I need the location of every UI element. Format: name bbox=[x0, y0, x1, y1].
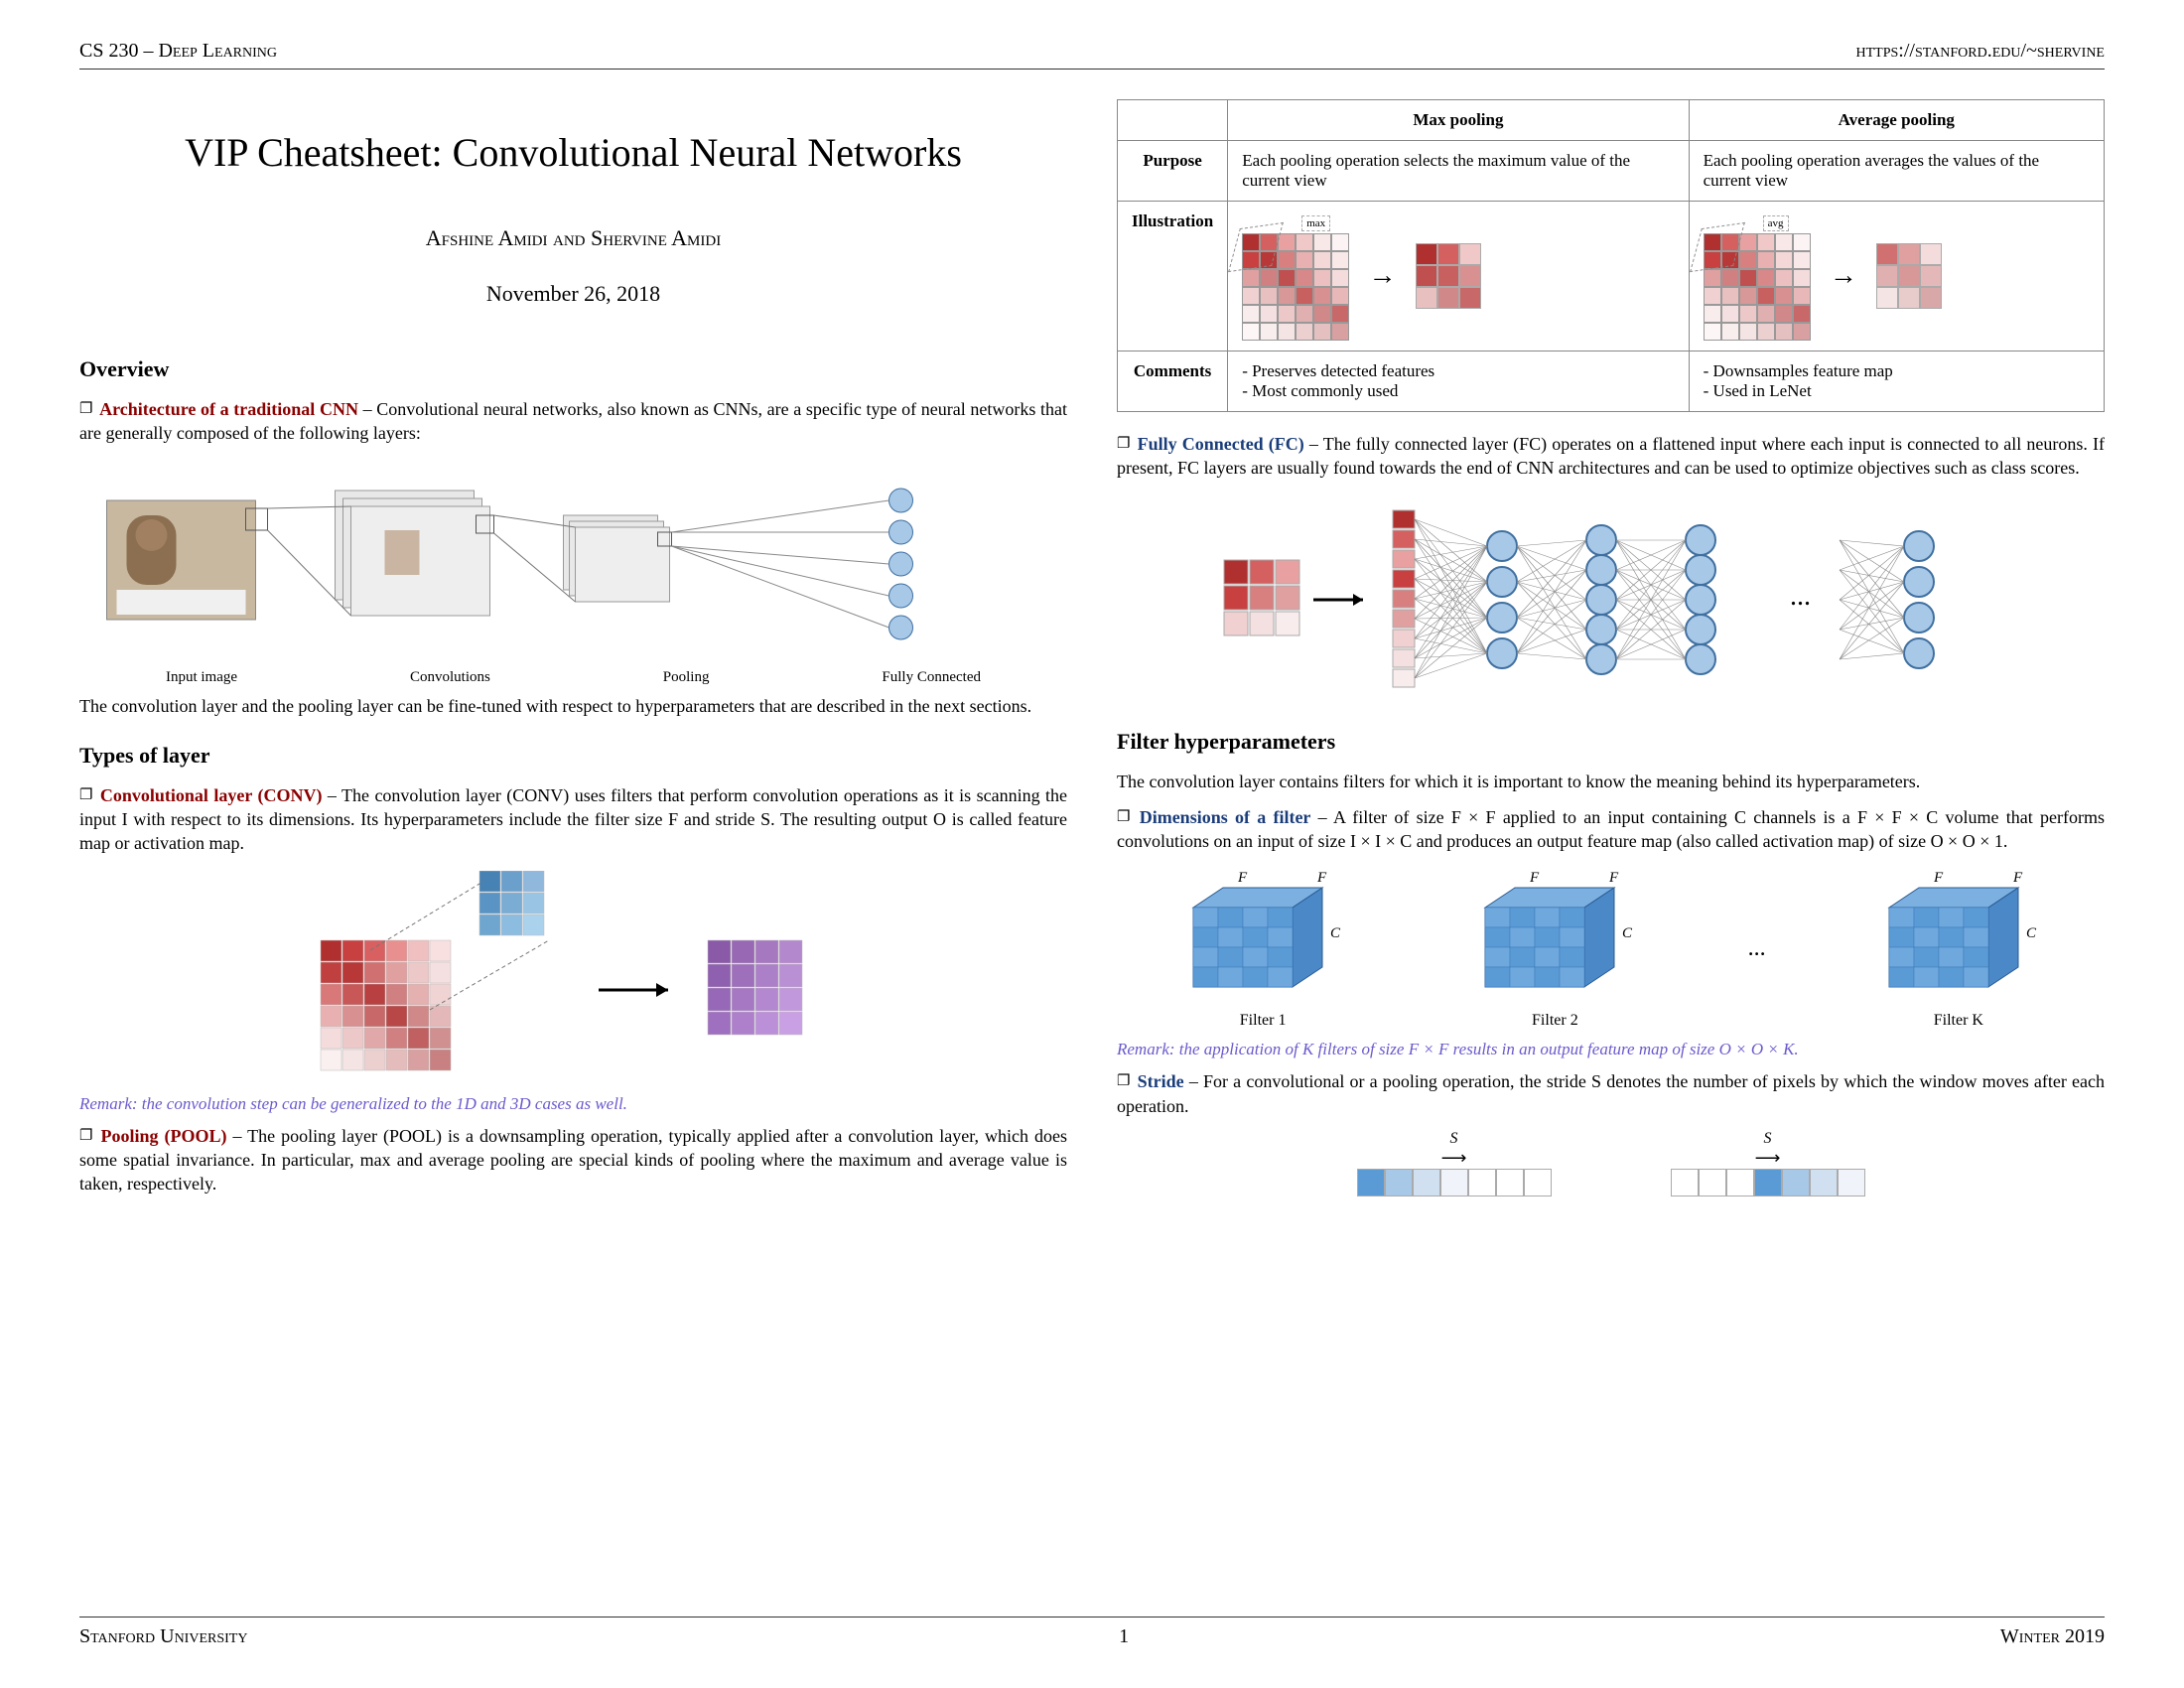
left-column: VIP Cheatsheet: Convolutional Neural Net… bbox=[79, 99, 1067, 1208]
pool-label: Pooling (POOL) bbox=[100, 1126, 226, 1146]
section-types: Types of layer bbox=[79, 743, 1067, 769]
svg-text:C: C bbox=[1622, 925, 1633, 941]
comment-line: - Downsamples feature map bbox=[1704, 361, 2090, 381]
bookmark-icon: ❐ bbox=[79, 401, 92, 417]
date: November 26, 2018 bbox=[79, 281, 1067, 307]
col-avg-pooling: Average pooling bbox=[1689, 100, 2104, 141]
dim-filter-label: Dimensions of a filter bbox=[1140, 807, 1311, 827]
conv-para: ❐ Convolutional layer (CONV) – The convo… bbox=[79, 783, 1067, 856]
illus-avg: avg → bbox=[1689, 202, 2104, 352]
main-content: VIP Cheatsheet: Convolutional Neural Net… bbox=[79, 99, 2105, 1208]
pool-text: – The pooling layer (POOL) is a downsamp… bbox=[79, 1126, 1067, 1195]
dots: ... bbox=[1748, 935, 1766, 962]
pooling-table: Max pooling Average pooling Purpose Each… bbox=[1117, 99, 2105, 412]
purpose-avg: Each pooling operation averages the valu… bbox=[1689, 141, 2104, 202]
filter-intro: The convolution layer contains filters f… bbox=[1117, 770, 2105, 793]
cnn-architecture-diagram: Input image Convolutions Pooling Fully C… bbox=[79, 461, 1067, 679]
svg-text:F: F bbox=[1608, 870, 1619, 886]
page-title: VIP Cheatsheet: Convolutional Neural Net… bbox=[79, 129, 1067, 176]
arch-after: The convolution layer and the pooling la… bbox=[79, 694, 1067, 718]
filter-cube-2: F F C Filter 2 bbox=[1455, 868, 1654, 1030]
stride-s-label: S bbox=[1357, 1130, 1552, 1148]
arch-para: ❐ Architecture of a traditional CNN – Co… bbox=[79, 397, 1067, 446]
header-left: CS 230 – Deep Learning bbox=[79, 40, 277, 63]
filter-cube-1: F F C Filter 1 bbox=[1163, 868, 1362, 1030]
bookmark-icon: ❐ bbox=[1117, 1073, 1130, 1089]
purpose-max: Each pooling operation selects the maxim… bbox=[1228, 141, 1689, 202]
comments-avg: - Downsamples feature map - Used in LeNe… bbox=[1689, 352, 2104, 412]
col-max-pooling: Max pooling bbox=[1228, 100, 1689, 141]
filter-label-k: Filter K bbox=[1859, 1012, 2058, 1030]
bookmark-icon: ❐ bbox=[1117, 809, 1130, 825]
label-convolutions: Convolutions bbox=[410, 669, 490, 686]
row-illustration: Illustration bbox=[1118, 202, 1228, 352]
stride-strip-1 bbox=[1357, 1169, 1552, 1196]
svg-text:F: F bbox=[1933, 870, 1944, 886]
stride-strip-2 bbox=[1671, 1169, 1865, 1196]
stride-figure: S ⟶ S ⟶ bbox=[1117, 1130, 2105, 1196]
footer: Stanford University 1 Winter 2019 bbox=[79, 1617, 2105, 1648]
conv-remark: Remark: the convolution step can be gene… bbox=[79, 1094, 1067, 1114]
right-column: Max pooling Average pooling Purpose Each… bbox=[1117, 99, 2105, 1208]
header-right: https://stanford.edu/~shervine bbox=[1856, 40, 2106, 63]
comments-max: - Preserves detected features - Most com… bbox=[1228, 352, 1689, 412]
filter-cubes-row: F F C Filter 1 F F C Filter 2 ... F F C Filter… bbox=[1117, 868, 2105, 1030]
fc-diagram: ... bbox=[1117, 500, 2105, 704]
stride-label: Stride bbox=[1138, 1071, 1184, 1091]
svg-text:F: F bbox=[1316, 870, 1327, 886]
conv-figure bbox=[79, 871, 1067, 1084]
arrow-icon: → bbox=[1368, 260, 1396, 292]
svg-text:F: F bbox=[1237, 870, 1248, 886]
row-purpose: Purpose bbox=[1118, 141, 1228, 202]
dim-filter-para: ❐ Dimensions of a filter – A filter of s… bbox=[1117, 805, 2105, 854]
arrow-icon: → bbox=[1830, 260, 1857, 292]
stride-para: ❐ Stride – For a convolutional or a pool… bbox=[1117, 1069, 2105, 1118]
cnn-diagram-labels: Input image Convolutions Pooling Fully C… bbox=[79, 669, 1067, 686]
conv-label: Convolutional layer (CONV) bbox=[100, 785, 323, 805]
bookmark-icon: ❐ bbox=[79, 1128, 92, 1144]
bookmark-icon: ❐ bbox=[1117, 436, 1130, 452]
row-comments: Comments bbox=[1118, 352, 1228, 412]
bookmark-icon: ❐ bbox=[79, 787, 92, 803]
stride-text: – For a convolutional or a pooling opera… bbox=[1117, 1071, 2105, 1115]
filter-label-1: Filter 1 bbox=[1163, 1012, 1362, 1030]
footer-left: Stanford University bbox=[79, 1625, 247, 1648]
fc-para: ❐ Fully Connected (FC) – The fully conne… bbox=[1117, 432, 2105, 481]
filter-label-2: Filter 2 bbox=[1455, 1012, 1654, 1030]
svg-text:C: C bbox=[1330, 925, 1341, 941]
label-input-image: Input image bbox=[166, 669, 237, 686]
dim-remark: Remark: the application of K filters of … bbox=[1117, 1040, 2105, 1059]
svg-text:C: C bbox=[2026, 925, 2037, 941]
header-bar: CS 230 – Deep Learning https://stanford.… bbox=[79, 40, 2105, 70]
label-pooling: Pooling bbox=[663, 669, 710, 686]
fc-label: Fully Connected (FC) bbox=[1138, 434, 1304, 454]
filter-cube-k: F F C Filter K bbox=[1859, 868, 2058, 1030]
svg-text:F: F bbox=[1529, 870, 1540, 886]
comment-line: - Preserves detected features bbox=[1242, 361, 1674, 381]
footer-page: 1 bbox=[1119, 1625, 1129, 1648]
comment-line: - Most commonly used bbox=[1242, 381, 1674, 401]
svg-text:F: F bbox=[2012, 870, 2023, 886]
svg-text:...: ... bbox=[1790, 581, 1811, 612]
authors: Afshine Amidi and Shervine Amidi bbox=[79, 225, 1067, 251]
illus-max: max → bbox=[1228, 202, 1689, 352]
stride-s-label: S bbox=[1671, 1130, 1865, 1148]
footer-right: Winter 2019 bbox=[2000, 1625, 2105, 1648]
label-fully-connected: Fully Connected bbox=[882, 669, 981, 686]
comment-line: - Used in LeNet bbox=[1704, 381, 2090, 401]
arch-label: Architecture of a traditional CNN bbox=[99, 399, 358, 419]
pool-para: ❐ Pooling (POOL) – The pooling layer (PO… bbox=[79, 1124, 1067, 1196]
section-filter-hp: Filter hyperparameters bbox=[1117, 729, 2105, 755]
section-overview: Overview bbox=[79, 356, 1067, 382]
